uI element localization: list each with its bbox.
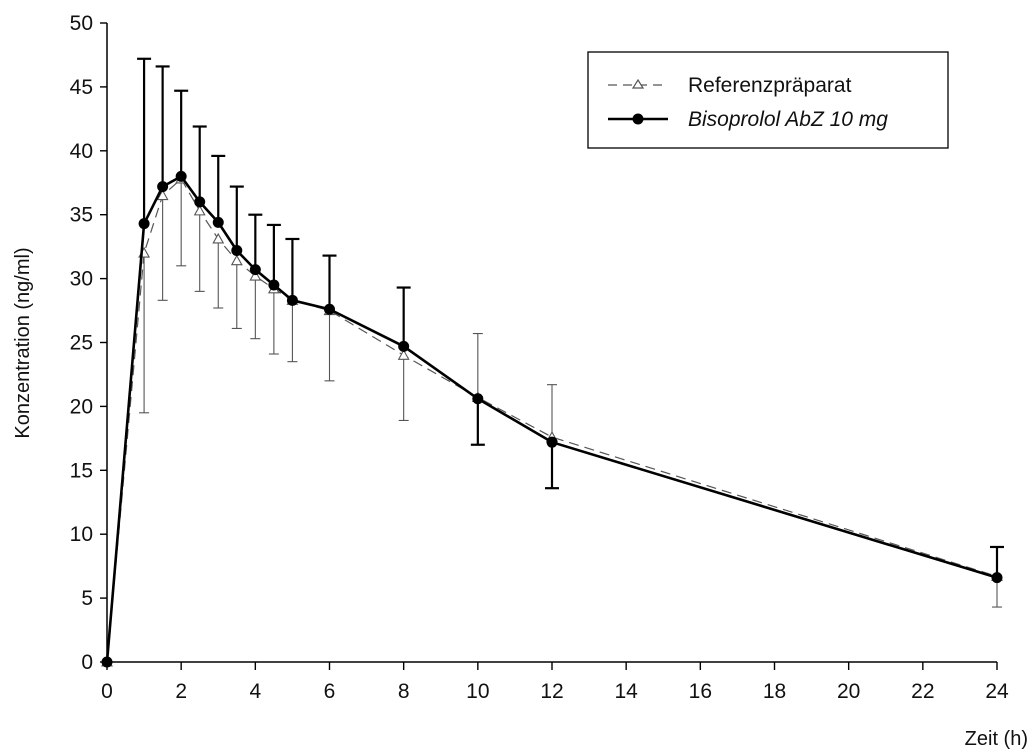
data-point	[398, 340, 410, 352]
data-point	[157, 181, 169, 193]
legend-label-bisoprolol: Bisoprolol AbZ 10 mg	[688, 108, 888, 131]
data-point	[231, 244, 243, 256]
x-tick-label: 16	[689, 680, 712, 703]
series-1	[101, 57, 1004, 668]
y-tick-label: 35	[70, 204, 93, 227]
data-point	[249, 264, 261, 276]
data-point	[193, 204, 206, 216]
legend-marker-referenz	[631, 78, 645, 89]
y-axis-title: Konzentration (ng/ml)	[12, 247, 34, 438]
x-tick-label: 24	[985, 680, 1009, 703]
data-point	[175, 170, 187, 182]
series-layer	[101, 57, 1004, 668]
x-tick-label: 10	[466, 680, 489, 703]
legend-label-referenz: Referenzpräparat	[688, 74, 852, 97]
x-tick-label: 18	[763, 680, 786, 703]
y-tick-label: 45	[70, 76, 93, 99]
y-tick-label: 10	[70, 523, 93, 546]
legend-marker-bisoprolol	[632, 113, 644, 125]
legend-box	[587, 51, 949, 149]
x-tick-label: 0	[101, 680, 113, 703]
data-point	[324, 303, 335, 315]
data-point	[546, 436, 558, 448]
data-point	[286, 294, 298, 306]
x-tick-label: 14	[614, 680, 638, 703]
y-tick-label: 15	[70, 459, 93, 482]
y-tick-label: 0	[81, 651, 93, 674]
data-point	[472, 393, 484, 405]
x-ticks: 0 2 4 6 8 10 12 14 16 18 20 22 24	[101, 662, 1009, 703]
y-tick-label: 30	[70, 268, 93, 291]
data-point	[212, 232, 225, 244]
x-axis-title: Zeit (h)	[965, 728, 1028, 750]
x-tick-label: 22	[911, 680, 934, 703]
data-point	[156, 189, 169, 201]
x-tick-label: 2	[175, 680, 187, 703]
data-point	[397, 349, 410, 360]
y-tick-label: 25	[70, 332, 93, 355]
y-tick-label: 5	[81, 587, 93, 610]
data-point	[249, 269, 262, 281]
data-point	[138, 218, 150, 230]
data-point	[230, 254, 243, 266]
x-tick-label: 20	[837, 680, 860, 703]
data-point	[101, 656, 113, 668]
x-tick-label: 6	[324, 680, 336, 703]
data-point	[991, 572, 1003, 584]
y-tick-label: 20	[70, 395, 93, 418]
x-tick-label: 12	[540, 680, 563, 703]
x-tick-label: 8	[398, 680, 410, 703]
data-point	[268, 279, 280, 291]
x-tick-label: 4	[249, 680, 261, 703]
y-tick-label: 50	[70, 12, 93, 35]
y-ticks: 0 5 10 15 20 25 30 35 40 45 50	[70, 12, 107, 674]
data-point	[212, 216, 224, 228]
legend: Referenzpräparat Bisoprolol AbZ 10 mg	[587, 51, 949, 149]
y-tick-label: 40	[70, 140, 93, 163]
data-point	[194, 196, 206, 208]
